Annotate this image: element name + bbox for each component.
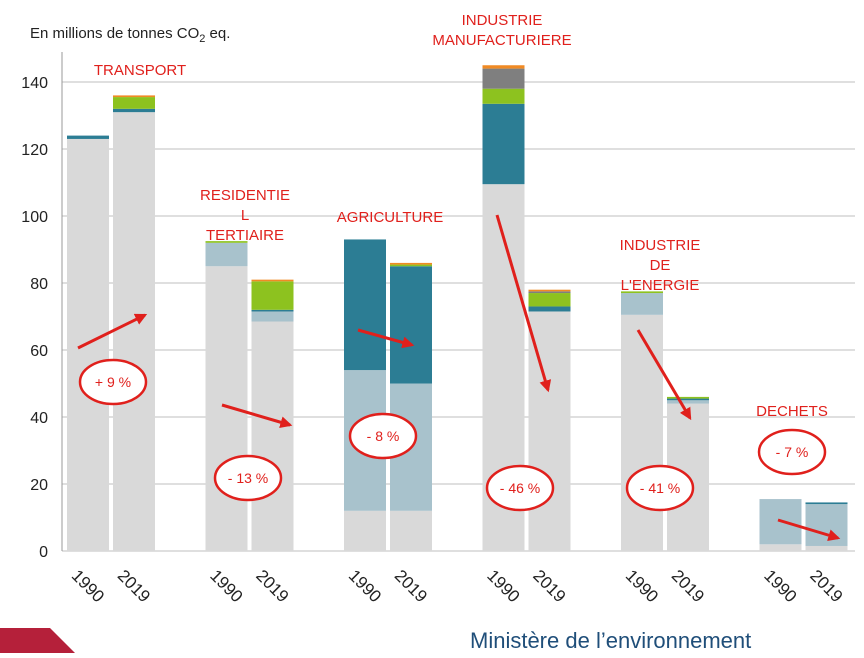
x-tick-label: 1990 xyxy=(483,566,523,606)
y-tick-label: 80 xyxy=(30,276,48,293)
x-tick-label: 2019 xyxy=(391,566,431,606)
bar-segment xyxy=(805,504,848,546)
group-label: AGRICULTURE xyxy=(337,209,443,226)
y-tick-label: 60 xyxy=(30,343,48,360)
y-tick-label: 140 xyxy=(21,75,48,92)
x-tick-label: 1990 xyxy=(760,566,800,606)
y-tick-label: 40 xyxy=(30,410,48,427)
bar-segment xyxy=(113,97,155,109)
group-label: TRANSPORT xyxy=(94,62,186,79)
bar-segment xyxy=(805,545,848,551)
trend-arrow xyxy=(357,328,415,349)
trend-arrow xyxy=(77,313,148,350)
change-label: - 7 % xyxy=(776,444,809,460)
bar-segment xyxy=(528,291,571,294)
bar-segment xyxy=(251,279,294,282)
trend-arrow xyxy=(636,329,692,421)
group-label: L'ENERGIE xyxy=(621,277,700,294)
bar-segment xyxy=(205,266,248,551)
group-label: RESIDENTIE xyxy=(200,187,290,204)
y-tick-label: 20 xyxy=(30,477,48,494)
bar-segment xyxy=(482,88,525,104)
bar-segment xyxy=(528,293,571,307)
group-label: INDUSTRIE xyxy=(462,12,543,29)
bar-segment xyxy=(113,112,155,552)
x-tick-label: 2019 xyxy=(114,566,154,606)
bar-segment xyxy=(482,68,525,89)
bar-segment xyxy=(667,398,709,401)
y-label-text: En millions de tonnes CO xyxy=(30,25,199,42)
y-tick-label: 100 xyxy=(21,209,48,226)
change-badge xyxy=(213,454,283,502)
bar-segment xyxy=(251,311,294,322)
bar-segment xyxy=(251,309,294,312)
group-label: DECHETS xyxy=(756,403,828,420)
change-badge xyxy=(485,464,555,512)
group-label: DE xyxy=(650,257,671,274)
change-badge xyxy=(78,358,148,406)
bar-segment xyxy=(205,241,248,243)
bar-segment xyxy=(344,510,386,551)
footer: Ministère de l’environnement xyxy=(470,628,751,653)
bar-segment xyxy=(528,289,571,292)
y-label-sub: 2 xyxy=(199,33,205,45)
bar-segment xyxy=(67,138,109,551)
y-tick-label: 120 xyxy=(21,142,48,159)
bar-segment xyxy=(482,103,525,185)
group-label: MANUFACTURIERE xyxy=(432,32,571,49)
bar-segment xyxy=(482,65,525,69)
bar-segment xyxy=(67,135,109,139)
change-badge xyxy=(348,412,418,460)
bar-segment xyxy=(390,510,432,551)
change-label: - 13 % xyxy=(228,470,268,486)
x-tick-label: 1990 xyxy=(68,566,108,606)
corner-decoration xyxy=(0,628,75,653)
change-label: - 8 % xyxy=(367,428,400,444)
bar-segment xyxy=(390,264,432,267)
trend-arrow xyxy=(495,214,552,393)
group-label: L xyxy=(241,207,249,224)
x-tick-label: 2019 xyxy=(668,566,708,606)
bar-segment xyxy=(759,544,802,551)
bar-segment xyxy=(621,293,663,315)
change-label: - 41 % xyxy=(640,480,680,496)
bar-segment xyxy=(344,239,386,371)
change-badge xyxy=(757,428,827,476)
bar-segment xyxy=(251,281,294,310)
bar-segment xyxy=(390,262,432,265)
bar-segment xyxy=(251,321,294,551)
bar-segment xyxy=(390,266,432,384)
bar-segment xyxy=(113,95,155,98)
x-tick-label: 2019 xyxy=(252,566,292,606)
bar-segment xyxy=(113,108,155,113)
bar-segment xyxy=(805,502,848,505)
x-tick-label: 1990 xyxy=(206,566,246,606)
bar-segment xyxy=(667,396,709,399)
trend-arrow xyxy=(777,518,841,541)
trend-arrow xyxy=(221,403,293,429)
y-axis-label: En millions de tonnes CO2 eq. xyxy=(30,25,230,45)
x-tick-label: 1990 xyxy=(345,566,385,606)
x-tick-label: 2019 xyxy=(806,566,846,606)
bar-segment xyxy=(621,314,663,551)
bar-segment xyxy=(528,306,571,312)
group-label: INDUSTRIE xyxy=(620,237,701,254)
bar-segment xyxy=(667,400,709,404)
change-badge xyxy=(625,464,695,512)
change-label: + 9 % xyxy=(95,374,131,390)
y-label-tail: eq. xyxy=(205,25,230,42)
group-label: TERTIAIRE xyxy=(206,227,284,244)
x-tick-label: 2019 xyxy=(529,566,569,606)
change-label: - 46 % xyxy=(500,480,540,496)
bar-segment xyxy=(205,242,248,267)
y-tick-label: 0 xyxy=(39,544,48,561)
bar-segment xyxy=(621,291,663,294)
x-tick-label: 1990 xyxy=(622,566,662,606)
